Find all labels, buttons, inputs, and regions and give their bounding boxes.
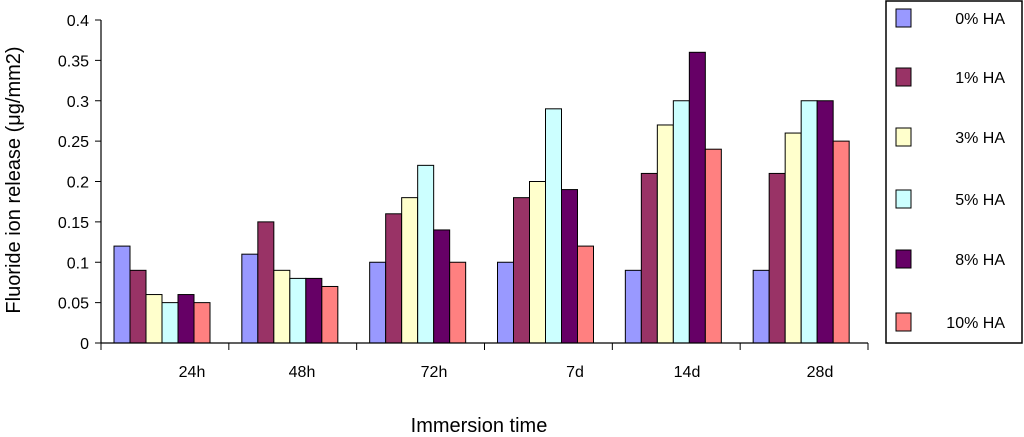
bar-3ha-14d	[656, 124, 674, 344]
x-tick-label: 48h	[289, 364, 316, 381]
bar-1ha-7d	[513, 197, 530, 344]
bar-3ha-28d	[784, 132, 802, 344]
legend-swatch	[895, 67, 912, 87]
y-tick-label: 0.1	[67, 255, 89, 272]
x-tick-label: 7d	[566, 364, 584, 381]
x-axis-title: Immersion time	[411, 415, 548, 437]
bar-8ha-48h	[305, 277, 323, 344]
bar-10ha-48h	[321, 285, 339, 344]
bar-5ha-72h	[417, 164, 435, 344]
y-axis-ticks: 0 0.05 0.1 0.15 0.2 0.25 0.3 0.35 0.4	[58, 13, 101, 353]
bar-8ha-7d	[561, 189, 578, 344]
y-tick-label: 0.15	[58, 215, 89, 232]
bar-5ha-7d	[545, 108, 562, 344]
y-axis-title: Fluoride ion release (μg/mm2)	[3, 46, 25, 313]
y-tick-label: 0.35	[58, 53, 89, 70]
bar-3ha-48h	[273, 269, 291, 344]
bar-1ha-28d	[768, 172, 786, 344]
bar-1ha-24h	[129, 269, 147, 344]
legend-swatch	[895, 189, 912, 209]
x-tick-label: 14d	[674, 364, 701, 381]
legend-label: 10% HA	[946, 315, 1005, 332]
legend-label: 8% HA	[955, 252, 1005, 269]
bar-3ha-7d	[529, 181, 546, 344]
bar-10ha-24h	[193, 302, 211, 344]
legend-swatch	[895, 312, 912, 332]
x-tick-label: 24h	[179, 364, 206, 381]
bar-5ha-14d	[672, 100, 690, 344]
bar-10ha-14d	[704, 148, 722, 344]
legend-swatch	[895, 127, 912, 147]
y-tick-label: 0.4	[67, 13, 89, 30]
bar-5ha-24h	[161, 302, 179, 344]
y-tick-label: 0.2	[67, 175, 89, 192]
legend-frame	[885, 0, 1023, 344]
legend-label: 0% HA	[955, 11, 1005, 28]
bar-8ha-28d	[816, 100, 834, 344]
bar-0ha-24h	[113, 245, 131, 344]
bar-1ha-48h	[257, 221, 275, 344]
bar-3ha-24h	[145, 294, 163, 344]
legend-swatch	[895, 249, 912, 269]
bar-10ha-28d	[832, 140, 850, 344]
y-tick-label: 0.25	[58, 134, 89, 151]
legend-label: 1% HA	[955, 70, 1005, 87]
bar-0ha-28d	[752, 269, 770, 344]
y-tick-label: 0	[80, 336, 89, 353]
y-tick-label: 0.05	[58, 296, 89, 313]
x-tick-label: 72h	[421, 364, 448, 381]
bar-3ha-72h	[401, 197, 419, 344]
bar-0ha-7d	[497, 261, 514, 344]
bar-1ha-14d	[640, 172, 658, 344]
bar-10ha-7d	[577, 245, 594, 344]
legend-label: 3% HA	[955, 130, 1005, 147]
bar-8ha-14d	[688, 51, 706, 344]
legend-label: 5% HA	[955, 192, 1005, 209]
legend: 0% HA 1% HA 3% HA 5% HA 8% HA 10% HA	[885, 0, 1023, 344]
bar-5ha-48h	[289, 277, 307, 344]
y-tick-label: 0.3	[67, 94, 89, 111]
bar-8ha-72h	[433, 229, 451, 344]
legend-swatch	[895, 8, 912, 28]
bar-0ha-48h	[241, 253, 259, 344]
x-tick-label: 28d	[807, 364, 834, 381]
bar-0ha-14d	[624, 269, 642, 344]
x-axis-ticks: 24h 48h 72h 7d 14d 28d	[100, 343, 869, 381]
bar-0ha-72h	[369, 261, 387, 344]
bar-8ha-24h	[177, 294, 195, 344]
bar-10ha-72h	[449, 261, 467, 344]
bar-1ha-72h	[385, 213, 403, 344]
bar-5ha-28d	[800, 100, 818, 344]
bars-layer	[113, 51, 850, 344]
